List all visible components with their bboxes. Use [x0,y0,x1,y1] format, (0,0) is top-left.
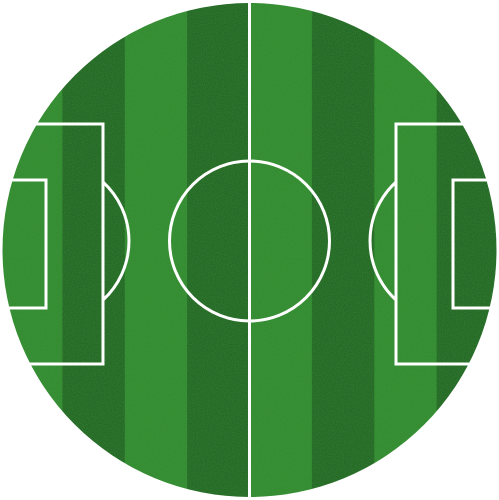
left-goal-area [2,178,48,310]
right-penalty-area [394,122,497,366]
left-penalty-area [2,122,105,366]
right-penalty-arc [368,180,398,302]
right-goal-area [451,178,497,310]
centre-circle [168,159,331,323]
left-penalty-arc [101,180,131,302]
